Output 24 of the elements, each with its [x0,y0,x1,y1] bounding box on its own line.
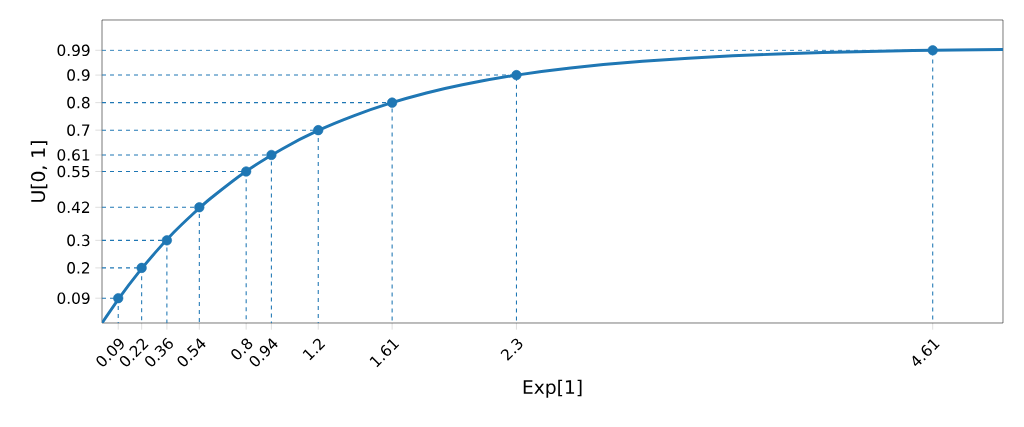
y-tick-label: 0.7 [67,124,90,136]
point [511,70,522,81]
point [313,125,324,136]
point [266,149,277,161]
x-tick-label: 2.3 [500,338,523,361]
point [241,166,252,177]
point [387,97,398,108]
y-tick-label: 0.61 [57,149,90,161]
point [136,262,147,273]
point [927,45,938,56]
x-axis-title: Exp[1] [523,379,582,398]
y-tick-label: 0.2 [67,262,90,274]
x-tick-label: 1.2 [302,338,326,361]
y-axis-title: U[0, 1] [30,141,48,202]
y-tick-label: 0.3 [67,234,90,247]
point [161,235,172,246]
y-tick-label: 0.8 [67,96,90,109]
y-tick-label: 0.09 [57,292,90,304]
y-tick-label: 0.99 [57,44,90,57]
y-tick-label: 0.55 [57,165,90,178]
y-tick-label: 0.42 [57,201,90,214]
point [194,202,205,213]
point [113,293,124,304]
y-tick-label: 0.9 [67,69,90,81]
